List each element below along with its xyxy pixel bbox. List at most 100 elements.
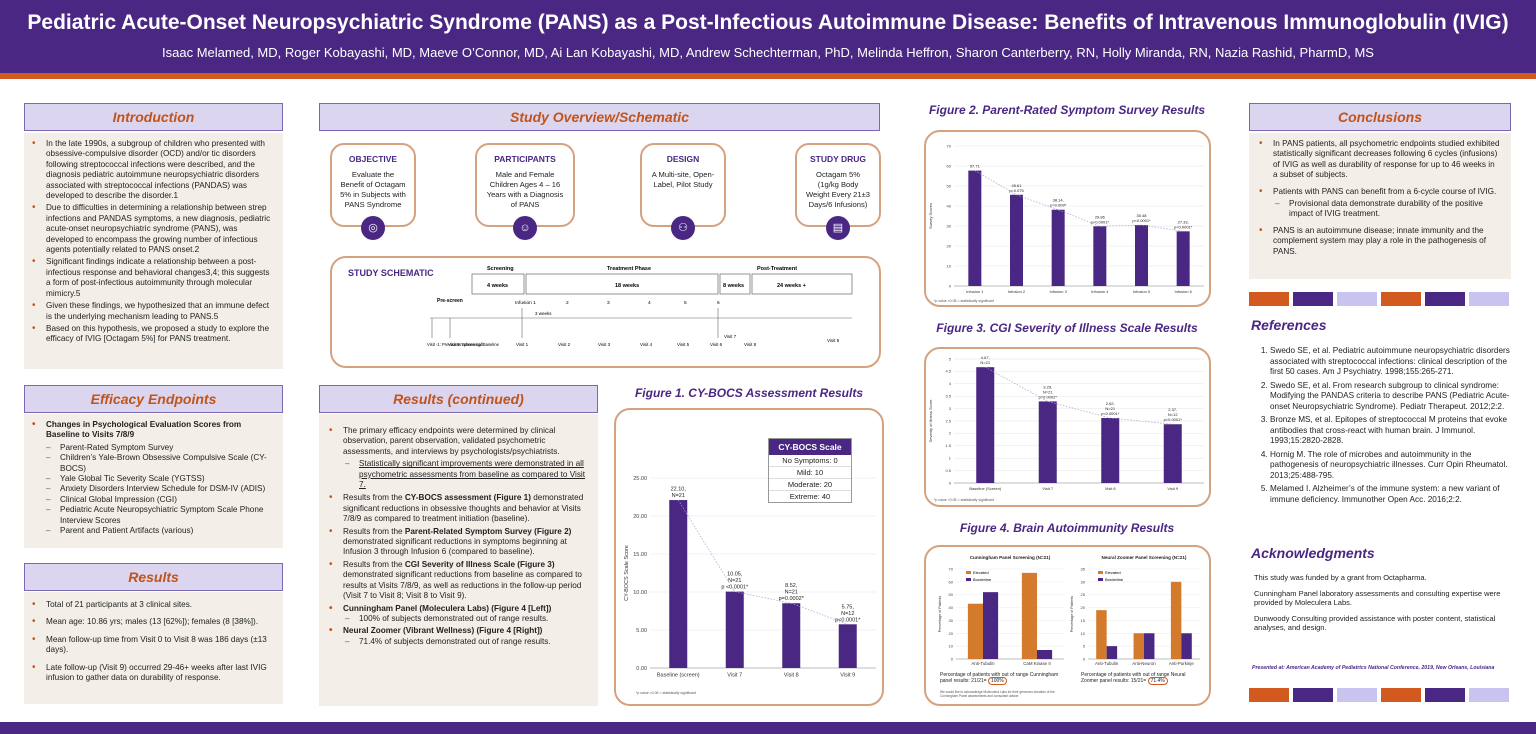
rc-bullet-6: Neural Zoomer (Vibrant Wellness) (Figure… [329,626,588,637]
color-swatch [1337,688,1377,702]
acknowledgments-heading: Acknowledgments [1251,545,1375,561]
figure1-footnote: *p value <0.05 = statistically significa… [636,691,696,695]
network-icon: ⚇ [671,216,695,240]
rc-bold: Parent-Related Symptom Survey (Figure 2) [404,526,572,536]
figure4-box: Cunningham Panel Screening (N=21) 0 10 20 30… [924,545,1211,706]
neural-zoomer-percentage: 71.4% [1147,677,1168,685]
data-label: 30.48 [1136,213,1147,218]
legend-label: Borderline [973,577,992,582]
references-heading: References [1251,317,1327,333]
x-tick-label: Visit 7 [1042,486,1054,491]
data-label: 8.52, [785,583,798,589]
results-bullet: Total of 21 participants at 3 clinical s… [32,600,275,611]
rc-bullet-3: Results from the Parent-Related Symptom … [329,527,588,558]
study-drug-title: STUDY DRUG [809,154,867,164]
y-tick-label: 60 [949,579,954,584]
reference-item: Swedo SE, et al. Pediatric autoimmune ne… [1270,346,1512,378]
data-label: N=21 [1105,406,1115,411]
y-tick-label: 5.00 [636,628,647,634]
x-tick-label: Visit 9 [1167,486,1179,491]
infusion-label: 6 [717,300,720,306]
visit-label: Visit 4 [640,342,653,347]
rc-bold: CY-BOCS assessment (Figure 1) [404,493,531,503]
infusion-label: 5 [684,300,687,306]
color-swatch [1469,292,1509,306]
schematic-svg: STUDY SCHEMATIC Screening Treatment Phas… [348,266,853,347]
efficacy-item: Parent-Rated Symptom Survey [46,443,275,454]
results-continued-panel: The primary efficacy endpoints were dete… [319,414,598,706]
brain-autoimmunity-charts: Cunningham Panel Screening (N=21) 0 10 20 30… [938,555,1200,666]
y-tick-label: 30 [1081,579,1086,584]
legend-swatch-elevated [1098,571,1103,574]
cybocs-plot: 0.00 5.00 10.00 15.00 20.00 25.00 CY-BOCS Scal… [624,476,876,679]
infusion-label: Infusion 1 [515,300,536,306]
caption-text: Percentage of patients with out of range… [940,672,1059,684]
y-tick-label: 30 [947,223,952,228]
phase-treatment: Treatment Phase [607,266,651,272]
color-swatch [1249,292,1289,306]
results-panel: Total of 21 participants at 3 clinical s… [24,592,283,704]
x-tick-label: Anti-Tubulin [1095,661,1119,666]
data-label: N=21 [1043,389,1053,394]
rc-bold: CGI Severity of Illness Scale (Figure 3) [404,559,555,569]
bar [1051,209,1065,286]
x-tick-label: Anti-Neuron [1132,661,1156,666]
x-tick-label: Visit 8 [784,673,799,679]
design-title: DESIGN [666,154,700,164]
results-bullet: Mean age: 10.86 yrs; males (13 [62%]); f… [32,617,275,628]
legend-swatch-borderline [1098,578,1103,581]
duration-8-weeks: 8 weeks [723,283,744,289]
design-card: DESIGN A Multi-site, Open-Label, Pilot S… [640,143,726,240]
y-tick-label: 0.00 [636,666,647,672]
survey-plot: 0 10 20 30 40 50 60 70 Survey Scores Infusion 1 57… [928,143,1204,294]
panel-title: Cunningham Panel Screening (N=21) [970,555,1051,560]
visit-label: Visit 5 [677,342,690,347]
efficacy-main: Changes in Psychological Evaluation Scor… [32,420,275,441]
bar [1010,194,1023,286]
efficacy-item: Yale Global Tic Severity Scale (YGTSS) [46,474,275,485]
figure3-box: 0 0.5 1 1.5 2 2.5 3 3.5 4 4.5 5 Severity of Illness… [924,347,1211,507]
efficacy-item: Pediatric Acute Neuropsychiatric Symptom… [46,505,275,526]
duration-24-weeks: 24 weeks + [777,283,806,289]
cunningham-caption: Percentage of patients with out of range… [940,672,1060,685]
reference-item: Swedo SE, et al. From research subgroup … [1270,381,1512,413]
y-tick-label: 50 [949,592,954,597]
reference-item: Melamed I. Alzheimer’s of the immune sys… [1270,484,1512,505]
rc-bullet-4: Results from the CGI Severity of Illness… [329,560,588,602]
data-label: N=12 [1168,412,1178,417]
bar [1093,226,1107,286]
infusion-label: 3 [607,300,610,306]
rc-text: Results from the [343,526,405,536]
x-tick-label: Infusion 2 [1008,289,1026,294]
data-label: 4.67, [981,355,990,360]
data-label: 45.61 [1011,183,1022,188]
bar [1096,610,1107,659]
y-tick-label: 3 [949,406,952,411]
intro-bullet: Based on this hypothesis, we proposed a … [32,324,275,345]
bar [968,170,982,286]
duration-4-weeks: 4 weeks [487,283,508,289]
data-label: N=21 [672,493,685,499]
efficacy-item: Anxiety Disorders Interview Schedule for… [46,484,275,495]
color-swatch [1337,292,1377,306]
bar [1101,418,1120,483]
y-tick-label: 0 [1083,657,1086,662]
data-label: p=0.0002* [779,596,805,602]
conclusion-subbullet: Provisional data demonstrate durability … [1275,199,1501,220]
data-label: p<0.0001* [1101,411,1120,416]
poster-header: Pediatric Acute-Onset Neuropsychiatric S… [0,0,1536,73]
data-label: p=0.075 [1009,188,1024,193]
rc-text: demonstrated significant reductions in s… [343,537,567,557]
data-label: 10.05, [727,572,743,578]
bar [1021,572,1037,659]
conclusions-heading: Conclusions [1249,103,1511,131]
bar [838,624,857,668]
conclusion-bullet: Patients with PANS can benefit from a 6-… [1259,187,1501,198]
x-tick-label: Baseline (screen) [657,673,700,679]
color-swatch [1249,688,1289,702]
footer-bar [0,722,1536,734]
cunningham-plot: Cunningham Panel Screening (N=21) 0 10 20 30… [938,555,1064,666]
participants-text: Male and Female Children Ages 4 – 16 Yea… [486,170,564,209]
y-tick-label: 4 [949,381,952,386]
y-tick-label: 25 [1081,592,1086,597]
